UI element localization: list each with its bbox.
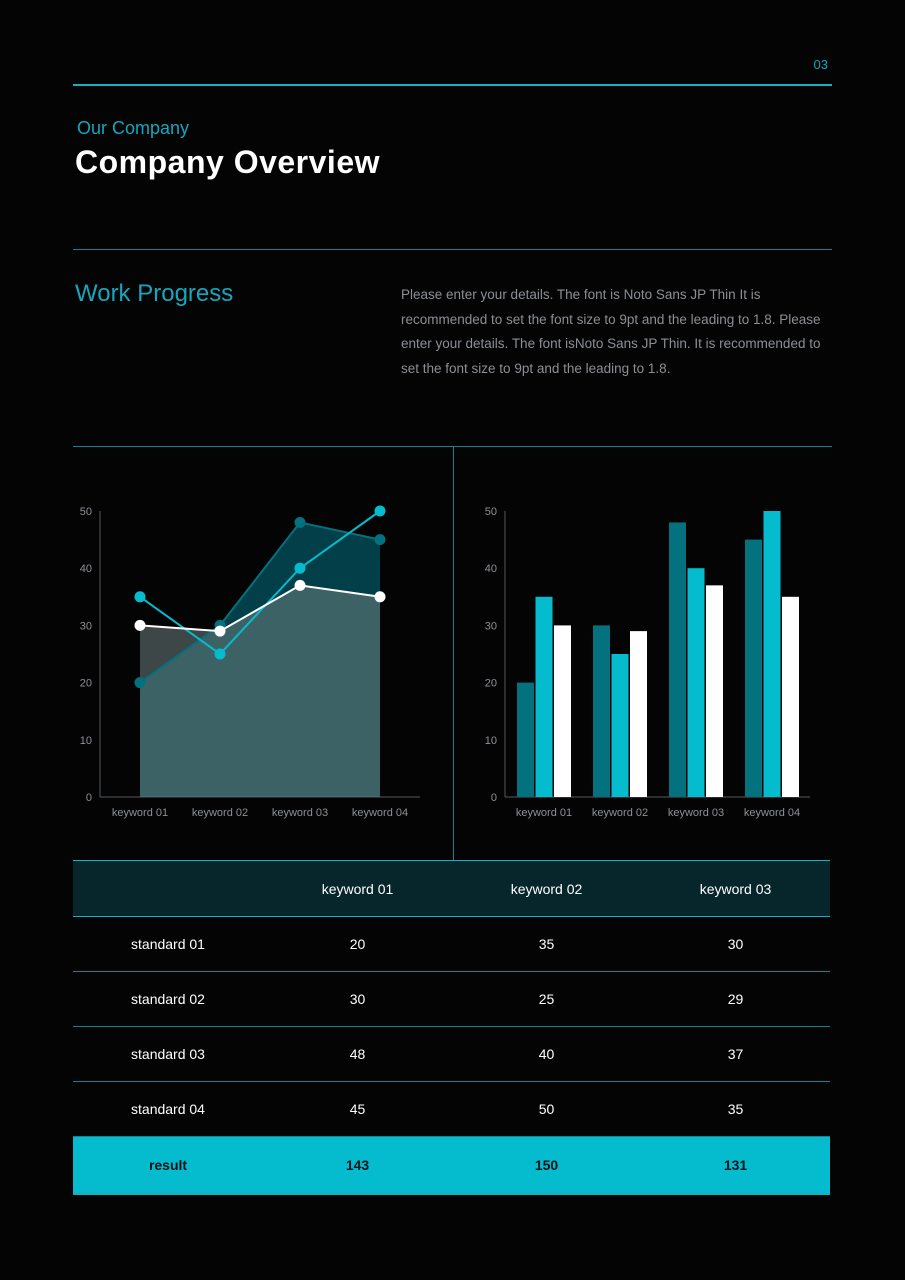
data-point (294, 579, 306, 591)
bar (782, 596, 799, 797)
bar (517, 682, 534, 797)
table-header-row: keyword 01 keyword 02 keyword 03 (73, 860, 830, 917)
result-row: result 143 150 131 (73, 1136, 830, 1195)
bar (611, 654, 629, 797)
table-cell: 29 (641, 971, 830, 1027)
bar (630, 631, 647, 797)
charts-vertical-divider (453, 447, 454, 860)
bar (706, 585, 723, 797)
y-tick-label: 0 (491, 792, 497, 804)
y-tick-label: 20 (485, 678, 497, 690)
charts-divider (73, 446, 832, 447)
bar (763, 511, 781, 797)
table-row: standard 01 20 35 30 (73, 916, 830, 972)
table-cell: 25 (452, 971, 641, 1027)
table-cell: 40 (452, 1026, 641, 1082)
row-label: standard 04 (73, 1081, 263, 1137)
x-tick-label: keyword 02 (192, 807, 248, 819)
x-tick-label: keyword 03 (272, 807, 328, 819)
y-tick-label: 20 (80, 678, 92, 690)
series-line (139, 584, 381, 633)
table-header-cell: keyword 01 (263, 860, 452, 917)
y-tick-label: 10 (485, 735, 497, 747)
data-table: keyword 01 keyword 02 keyword 03 standar… (73, 860, 830, 1195)
row-label: standard 03 (73, 1026, 263, 1082)
data-point (374, 505, 386, 517)
series-line (139, 521, 381, 684)
y-tick-label: 50 (485, 506, 497, 518)
table-cell: 30 (263, 971, 452, 1027)
table-cell: 50 (452, 1081, 641, 1137)
x-tick-label: keyword 03 (668, 807, 724, 819)
data-point (134, 677, 146, 689)
x-tick-label: keyword 01 (112, 807, 168, 819)
table-cell: 20 (263, 916, 452, 972)
table-cell: 45 (263, 1081, 452, 1137)
bar (593, 625, 610, 797)
y-tick-label: 40 (80, 563, 92, 575)
result-cell: 143 (263, 1136, 452, 1195)
table-cell: 37 (641, 1026, 830, 1082)
row-label: standard 01 (73, 916, 263, 972)
x-tick-label: keyword 04 (744, 807, 800, 819)
result-cell: 131 (641, 1136, 830, 1195)
table-cell: 30 (641, 916, 830, 972)
row-label: standard 02 (73, 971, 263, 1027)
series-area (140, 585, 380, 797)
data-point (294, 562, 306, 574)
section-title: Work Progress (75, 280, 234, 307)
x-tick-label: keyword 02 (592, 807, 648, 819)
data-point (214, 648, 226, 660)
y-tick-label: 30 (485, 620, 497, 632)
table-header-cell: keyword 03 (641, 860, 830, 917)
data-point (134, 619, 146, 631)
data-point (374, 591, 386, 603)
table-cell: 35 (641, 1081, 830, 1137)
series-line (139, 510, 381, 656)
result-cell: 150 (452, 1136, 641, 1195)
result-label: result (73, 1136, 263, 1195)
y-tick-label: 0 (86, 792, 92, 804)
table-header-cell (73, 860, 263, 917)
table-row: standard 02 30 25 29 (73, 971, 830, 1027)
section-description: Please enter your details. The font is N… (401, 287, 821, 377)
line-chart: 0 10 20 30 40 50 keyword 01 keyword 02 keyword 0… (80, 505, 420, 819)
table-row: standard 03 48 40 37 (73, 1026, 830, 1082)
y-tick-label: 10 (80, 735, 92, 747)
bar (669, 522, 686, 797)
data-point (134, 591, 146, 603)
x-tick-label: keyword 04 (352, 807, 408, 819)
data-point (214, 625, 226, 637)
y-tick-label: 30 (80, 620, 92, 632)
page-title: Company Overview (75, 144, 380, 180)
y-tick-label: 40 (485, 563, 497, 575)
section-divider (73, 249, 832, 250)
bar (687, 568, 705, 797)
y-tick-label: 50 (80, 506, 92, 518)
table-row: standard 04 45 50 35 (73, 1081, 830, 1137)
table-cell: 35 (452, 916, 641, 972)
table-header-cell: keyword 02 (452, 860, 641, 917)
data-point (374, 534, 386, 546)
bar (554, 625, 571, 797)
page-eyebrow: Our Company (77, 118, 190, 138)
bar-chart: 0 10 20 30 40 50 keyword 01 keyword 02 keyword 0… (485, 506, 810, 819)
bar (745, 539, 762, 797)
bar (535, 596, 553, 797)
x-tick-label: keyword 01 (516, 807, 572, 819)
page-number: 03 (813, 57, 828, 72)
table-cell: 48 (263, 1026, 452, 1082)
top-divider (73, 84, 832, 86)
data-point (294, 516, 306, 528)
